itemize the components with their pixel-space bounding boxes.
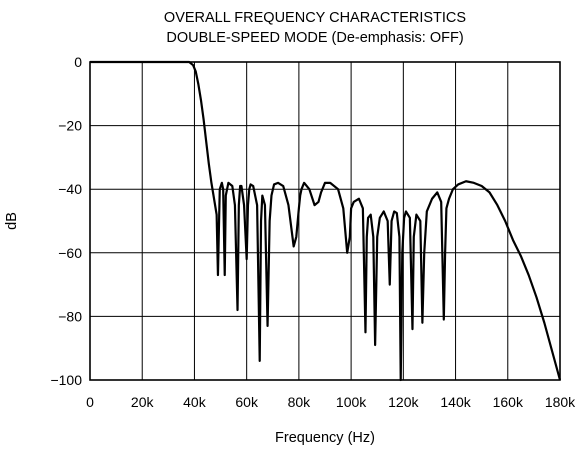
x-tick-label: 20k [131, 394, 155, 410]
plot-frame [89, 61, 561, 381]
x-tick-label: 180k [545, 394, 576, 410]
x-tick-label: 0 [86, 394, 94, 410]
series-line [90, 60, 562, 382]
x-tick-label: 160k [493, 394, 524, 410]
y-tick-label: 0 [74, 54, 82, 70]
x-tick-label: 140k [440, 394, 471, 410]
x-tick-label: 80k [288, 394, 312, 410]
x-axis-label: Frequency (Hz) [275, 430, 375, 446]
y-tick-label: −40 [58, 181, 82, 197]
x-tick-label: 40k [183, 394, 207, 410]
chart-title-line-2: DOUBLE-SPEED MODE (De-emphasis: OFF) [166, 30, 463, 46]
y-axis-label: dB [4, 212, 20, 230]
grid [90, 62, 560, 380]
y-tick-label: −80 [58, 308, 82, 324]
x-axis-ticks: 0 20k 40k 60k 80k 100k 120k 140k 160k 180k [86, 394, 576, 410]
y-tick-label: −100 [50, 372, 82, 388]
x-tick-label: 60k [235, 394, 259, 410]
y-tick-label: −60 [58, 245, 82, 261]
x-tick-label: 120k [388, 394, 419, 410]
y-axis-ticks: 0 −20 −40 −60 −80 −100 [50, 54, 82, 388]
y-tick-label: −20 [58, 118, 82, 134]
x-tick-label: 100k [336, 394, 367, 410]
chart-title-line-1: OVERALL FREQUENCY CHARACTERISTICS [164, 10, 466, 26]
